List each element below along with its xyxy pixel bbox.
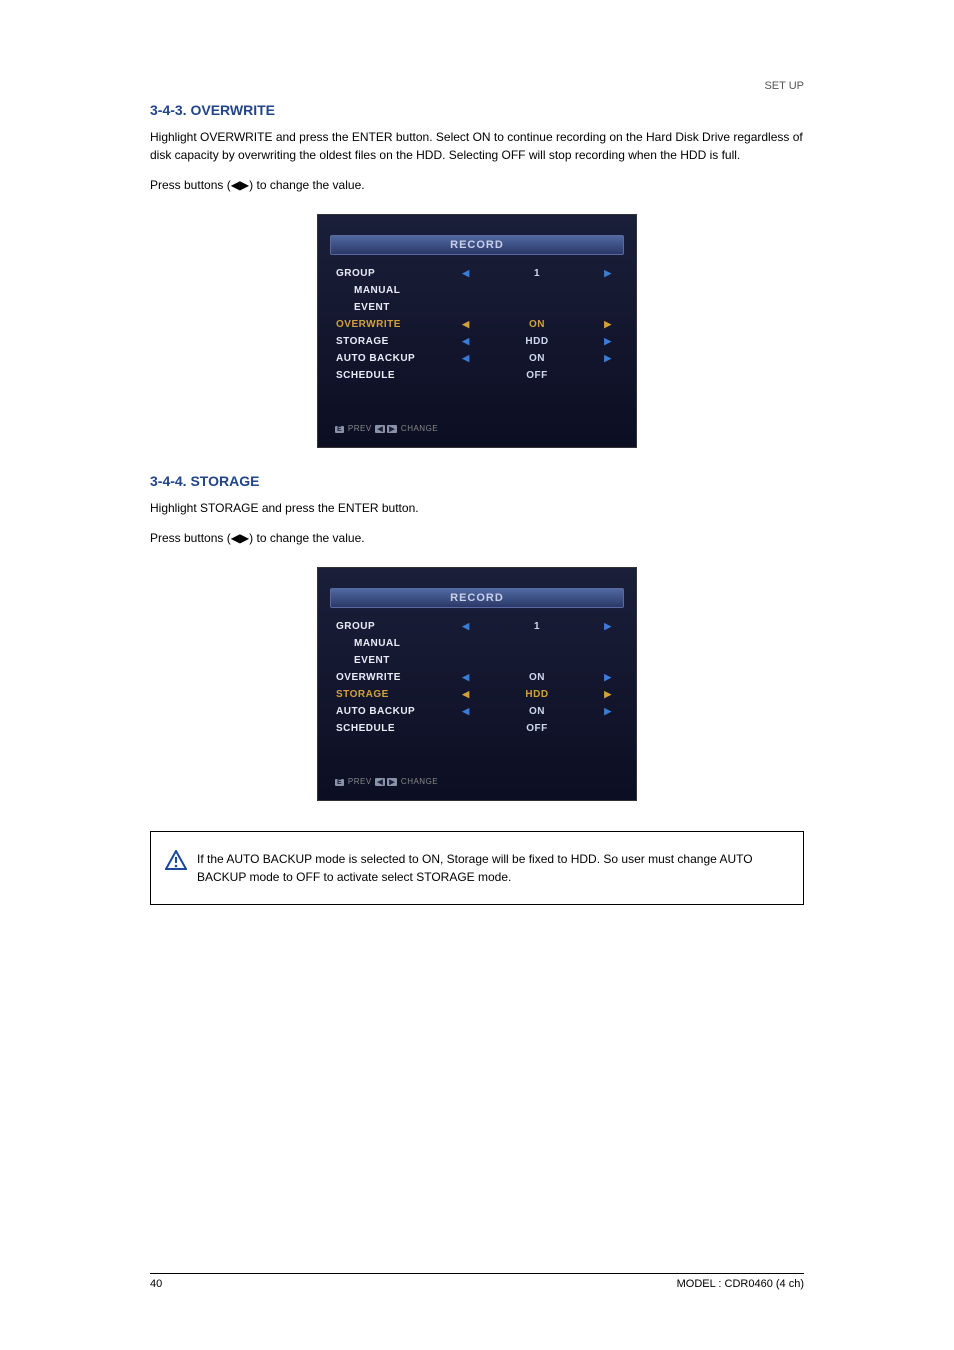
screenshot-record-overwrite: RECORDGROUP◀1▶MANUALEVENTOVERWRITE◀ON▶ST… — [150, 214, 804, 448]
menu-row[interactable]: MANUAL — [330, 282, 624, 299]
menu-label: SCHEDULE — [336, 370, 456, 381]
menu-value: HDD — [476, 689, 598, 700]
menu-value: HDD — [476, 336, 598, 347]
arrow-right-icon[interactable]: ▶ — [598, 319, 618, 330]
menu-row[interactable]: SCHEDULE OFF — [330, 367, 624, 384]
panel-title: RECORD — [330, 235, 624, 255]
menu-row[interactable]: EVENT — [330, 299, 624, 316]
menu-label: MANUAL — [336, 285, 456, 296]
arrow-left-icon[interactable]: ◀ — [456, 336, 476, 347]
footer-page-number: 40 — [150, 1278, 162, 1290]
section-para-storage-1: Highlight STORAGE and press the ENTER bu… — [150, 499, 804, 517]
menu-row[interactable]: STORAGE◀HDD▶ — [330, 686, 624, 703]
section-para-overwrite-2: Press buttons (◀▶) to change the value. — [150, 176, 804, 194]
section-title-storage: 3-4-4. STORAGE — [150, 473, 804, 489]
arrow-right-icon[interactable]: ▶ — [598, 621, 618, 632]
arrow-left-icon[interactable]: ◀ — [456, 706, 476, 717]
menu-value: ON — [476, 672, 598, 683]
note-text: If the AUTO BACKUP mode is selected to O… — [197, 850, 789, 886]
menu-row[interactable]: GROUP◀1▶ — [330, 618, 624, 635]
arrow-right-icon[interactable]: ▶ — [598, 672, 618, 683]
arrow-right-icon[interactable]: ▶ — [598, 268, 618, 279]
menu-label: STORAGE — [336, 689, 456, 700]
arrow-right-icon[interactable]: ▶ — [598, 353, 618, 364]
menu-value: 1 — [476, 621, 598, 632]
arrow-right-icon[interactable]: ▶ — [598, 689, 618, 700]
menu-label: AUTO BACKUP — [336, 706, 456, 717]
menu-row[interactable]: AUTO BACKUP◀ON▶ — [330, 703, 624, 720]
arrow-left-icon[interactable]: ◀ — [456, 621, 476, 632]
menu-label: AUTO BACKUP — [336, 353, 456, 364]
arrow-left-icon[interactable]: ◀ — [456, 353, 476, 364]
header-right-text: SET UP — [764, 80, 804, 92]
menu-row[interactable]: OVERWRITE◀ON▶ — [330, 316, 624, 333]
arrow-left-icon[interactable]: ◀ — [456, 319, 476, 330]
arrow-left-icon[interactable]: ◀ — [456, 689, 476, 700]
menu-value: ON — [476, 706, 598, 717]
screenshot-record-storage: RECORDGROUP◀1▶MANUALEVENTOVERWRITE◀ON▶ST… — [150, 567, 804, 801]
menu-value: OFF — [476, 370, 598, 381]
section-para-storage-2: Press buttons (◀▶) to change the value. — [150, 529, 804, 547]
page-header: SET UP — [150, 80, 804, 92]
menu-row[interactable]: STORAGE◀HDD▶ — [330, 333, 624, 350]
arrow-left-icon[interactable]: ◀ — [456, 672, 476, 683]
menu-label: MANUAL — [336, 638, 456, 649]
menu-label: GROUP — [336, 268, 456, 279]
arrow-right-icon[interactable]: ▶ — [598, 706, 618, 717]
warning-icon — [165, 850, 187, 870]
panel-footer-hint: E PREV ◀▶ CHANGE — [330, 424, 624, 433]
menu-row[interactable]: OVERWRITE◀ON▶ — [330, 669, 624, 686]
page-footer: 40 MODEL : CDR0460 (4 ch) — [150, 1273, 804, 1290]
panel-title: RECORD — [330, 588, 624, 608]
menu-row[interactable]: EVENT — [330, 652, 624, 669]
menu-label: EVENT — [336, 302, 456, 313]
section-title-overwrite: 3-4-3. OVERWRITE — [150, 102, 804, 118]
menu-value: ON — [476, 319, 598, 330]
menu-row[interactable]: GROUP◀1▶ — [330, 265, 624, 282]
menu-label: OVERWRITE — [336, 672, 456, 683]
menu-label: STORAGE — [336, 336, 456, 347]
arrow-right-icon[interactable]: ▶ — [598, 336, 618, 347]
menu-value: 1 — [476, 268, 598, 279]
menu-label: SCHEDULE — [336, 723, 456, 734]
menu-value: OFF — [476, 723, 598, 734]
panel-footer-hint: E PREV ◀▶ CHANGE — [330, 777, 624, 786]
menu-label: OVERWRITE — [336, 319, 456, 330]
note-box: If the AUTO BACKUP mode is selected to O… — [150, 831, 804, 905]
footer-model: MODEL : CDR0460 (4 ch) — [677, 1278, 804, 1290]
menu-label: GROUP — [336, 621, 456, 632]
menu-label: EVENT — [336, 655, 456, 666]
menu-row[interactable]: MANUAL — [330, 635, 624, 652]
menu-row[interactable]: AUTO BACKUP◀ON▶ — [330, 350, 624, 367]
section-para-overwrite-1: Highlight OVERWRITE and press the ENTER … — [150, 128, 804, 164]
menu-row[interactable]: SCHEDULE OFF — [330, 720, 624, 737]
menu-value: ON — [476, 353, 598, 364]
arrow-left-icon[interactable]: ◀ — [456, 268, 476, 279]
